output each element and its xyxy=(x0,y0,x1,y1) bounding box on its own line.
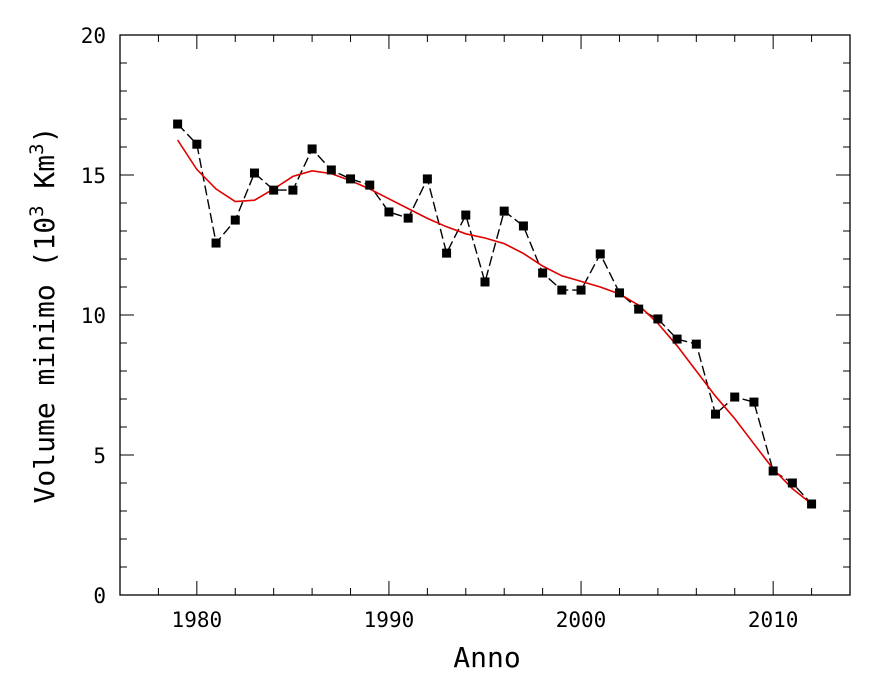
data-point-1996 xyxy=(499,206,509,216)
y-tick-label: 0 xyxy=(93,584,106,608)
data-point-2011 xyxy=(787,478,797,488)
y-tick-label: 15 xyxy=(81,164,106,188)
y-tick-label: 5 xyxy=(93,444,106,468)
x-axis-label: Anno xyxy=(453,641,520,674)
data-point-1986 xyxy=(307,144,317,154)
data-point-1998 xyxy=(538,268,548,278)
data-point-2008 xyxy=(730,392,740,402)
data-point-1990 xyxy=(384,207,394,217)
data-point-2007 xyxy=(711,409,721,419)
series-line-smoothed xyxy=(176,139,813,505)
data-point-1994 xyxy=(461,210,471,220)
data-point-1983 xyxy=(249,168,259,178)
data-point-2000 xyxy=(576,285,586,295)
data-point-2006 xyxy=(691,339,701,349)
x-tick-label: 2000 xyxy=(556,608,607,632)
data-point-1980 xyxy=(192,139,202,149)
data-point-2010 xyxy=(768,466,778,476)
data-point-1999 xyxy=(557,285,567,295)
y-tick-label: 20 xyxy=(81,24,106,48)
data-point-2012 xyxy=(807,499,817,509)
data-point-2001 xyxy=(595,249,605,259)
data-point-1987 xyxy=(326,165,336,175)
x-tick-label: 2010 xyxy=(748,608,799,632)
data-point-1992 xyxy=(422,174,432,184)
data-point-1979 xyxy=(173,119,183,129)
data-point-2004 xyxy=(653,314,663,324)
data-point-1991 xyxy=(403,213,413,223)
data-point-1995 xyxy=(480,277,490,287)
data-point-1982 xyxy=(230,215,240,225)
x-tick-label: 1980 xyxy=(172,608,223,632)
data-point-1984 xyxy=(269,185,279,195)
y-tick-label: 10 xyxy=(81,304,106,328)
data-point-1989 xyxy=(365,180,375,190)
y-axis-label: Volume minimo (103 Km3) xyxy=(26,127,61,504)
x-tick-label: 1990 xyxy=(364,608,415,632)
data-point-1993 xyxy=(442,248,452,258)
plot-frame xyxy=(119,34,851,596)
data-point-1997 xyxy=(518,221,528,231)
data-point-1981 xyxy=(211,238,221,248)
data-point-2002 xyxy=(614,288,624,298)
data-point-1988 xyxy=(346,174,356,184)
data-point-2009 xyxy=(749,397,759,407)
data-point-2003 xyxy=(634,304,644,314)
series-line-observed xyxy=(177,123,813,505)
data-point-2005 xyxy=(672,334,682,344)
data-point-1985 xyxy=(288,185,298,195)
